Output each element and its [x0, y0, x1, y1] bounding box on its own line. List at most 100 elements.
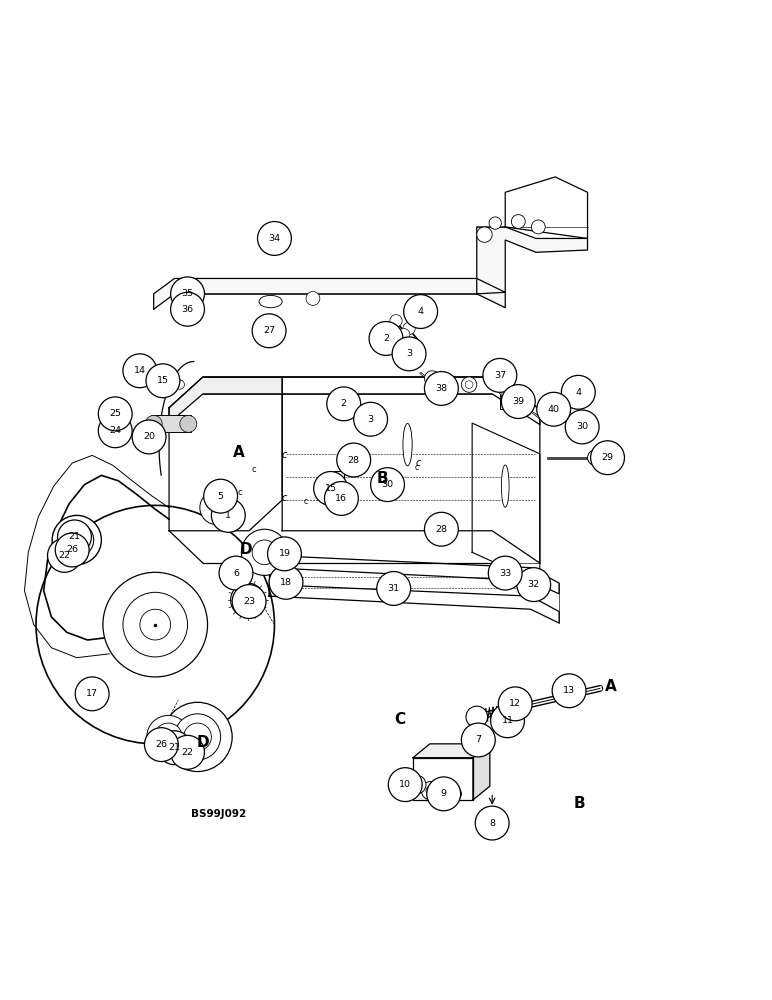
Circle shape	[511, 215, 525, 228]
Text: c: c	[354, 459, 359, 468]
Circle shape	[313, 472, 347, 505]
Text: c: c	[415, 458, 421, 468]
Circle shape	[147, 715, 190, 758]
Text: 27: 27	[263, 326, 275, 335]
Text: 21: 21	[168, 743, 181, 752]
Text: A: A	[232, 445, 244, 460]
Circle shape	[412, 780, 422, 789]
Text: 14: 14	[134, 366, 146, 375]
Circle shape	[462, 723, 495, 757]
Text: 20: 20	[143, 432, 155, 441]
Circle shape	[477, 227, 493, 242]
Text: D: D	[239, 542, 252, 557]
Circle shape	[175, 380, 185, 389]
Text: 36: 36	[181, 305, 194, 314]
Circle shape	[258, 222, 291, 255]
Circle shape	[60, 523, 93, 557]
Circle shape	[219, 556, 253, 590]
Circle shape	[204, 479, 238, 513]
Text: 24: 24	[109, 426, 121, 435]
Circle shape	[174, 714, 221, 760]
Circle shape	[238, 590, 258, 610]
Text: c: c	[252, 465, 256, 474]
Text: 38: 38	[435, 384, 448, 393]
Circle shape	[371, 468, 405, 502]
Text: 19: 19	[279, 549, 290, 558]
Text: 13: 13	[563, 686, 575, 695]
Circle shape	[252, 540, 277, 565]
Text: 18: 18	[280, 578, 292, 587]
Circle shape	[212, 498, 245, 532]
Text: 28: 28	[347, 456, 360, 465]
Circle shape	[56, 533, 89, 567]
Text: 29: 29	[601, 453, 614, 462]
Text: 7: 7	[476, 735, 481, 744]
Circle shape	[67, 531, 86, 549]
Circle shape	[154, 723, 182, 751]
Circle shape	[466, 381, 473, 388]
Circle shape	[446, 786, 462, 802]
Polygon shape	[473, 744, 490, 800]
Circle shape	[450, 790, 458, 798]
Circle shape	[123, 354, 157, 388]
Circle shape	[591, 441, 625, 475]
Text: 15: 15	[324, 484, 337, 493]
Text: 35: 35	[181, 289, 194, 298]
Circle shape	[144, 728, 178, 762]
Circle shape	[48, 538, 81, 572]
Circle shape	[103, 572, 208, 677]
Text: c: c	[344, 497, 349, 507]
Text: 23: 23	[243, 597, 255, 606]
Circle shape	[328, 488, 339, 499]
Circle shape	[98, 414, 132, 448]
Text: 10: 10	[399, 780, 411, 789]
Circle shape	[489, 556, 522, 590]
Text: c: c	[415, 463, 419, 472]
Polygon shape	[269, 585, 559, 623]
Polygon shape	[269, 555, 559, 594]
Circle shape	[232, 585, 266, 618]
Circle shape	[565, 410, 599, 444]
Circle shape	[354, 402, 388, 436]
Text: 3: 3	[367, 415, 374, 424]
Text: c: c	[282, 493, 287, 503]
Circle shape	[146, 364, 180, 398]
Bar	[501, 373, 506, 385]
Circle shape	[491, 704, 524, 738]
Ellipse shape	[501, 465, 509, 507]
Text: 2: 2	[383, 334, 389, 343]
Bar	[501, 390, 506, 402]
Circle shape	[168, 374, 177, 383]
Circle shape	[466, 706, 488, 728]
Circle shape	[98, 397, 132, 431]
Circle shape	[404, 295, 438, 328]
Circle shape	[552, 674, 586, 708]
Circle shape	[403, 322, 415, 335]
Circle shape	[516, 568, 550, 602]
Text: 32: 32	[527, 580, 540, 589]
Text: 4: 4	[575, 388, 581, 397]
Text: c: c	[303, 497, 307, 506]
Circle shape	[157, 731, 191, 765]
Text: 33: 33	[499, 569, 511, 578]
Circle shape	[377, 572, 411, 605]
Circle shape	[428, 375, 436, 382]
Circle shape	[333, 478, 344, 488]
Text: 26: 26	[155, 740, 168, 749]
Text: 40: 40	[547, 405, 560, 414]
Circle shape	[587, 450, 603, 465]
Text: BS99J092: BS99J092	[191, 809, 246, 819]
Circle shape	[425, 371, 440, 386]
Text: c: c	[238, 488, 242, 497]
Text: B: B	[574, 796, 586, 811]
Circle shape	[483, 358, 516, 392]
Text: 2: 2	[340, 399, 347, 408]
Text: 4: 4	[418, 307, 424, 316]
Text: 21: 21	[69, 532, 80, 541]
Text: 26: 26	[66, 545, 78, 554]
Polygon shape	[334, 471, 344, 502]
Circle shape	[561, 375, 595, 409]
Circle shape	[390, 315, 402, 327]
Text: c: c	[282, 450, 287, 460]
Circle shape	[476, 806, 509, 840]
